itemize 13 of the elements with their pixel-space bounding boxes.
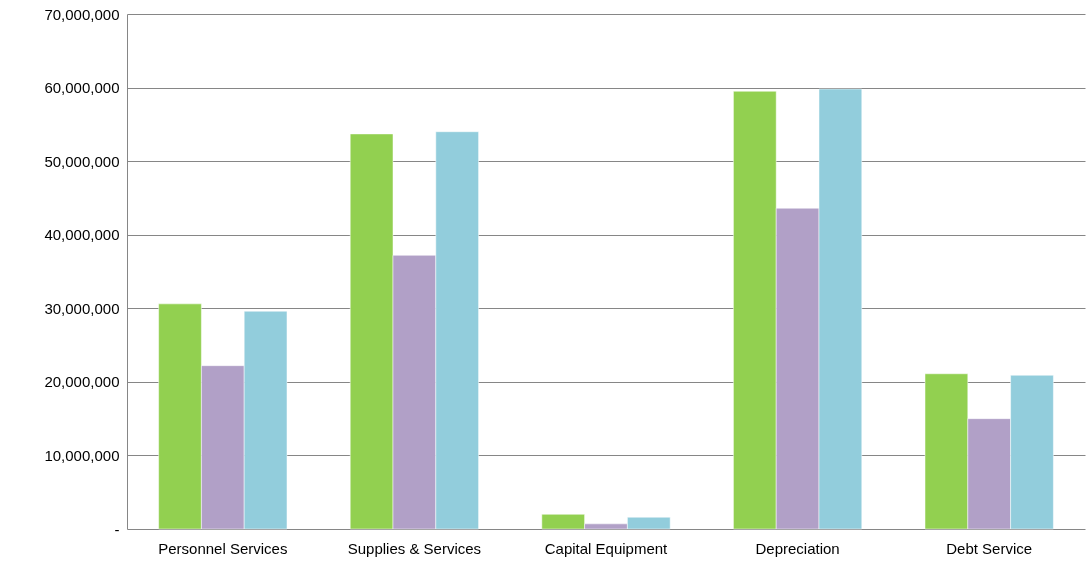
y-tick-label: 20,000,000: [44, 373, 120, 391]
x-tick-label: Supplies & Services: [347, 539, 482, 557]
y-tick-label: 30,000,000: [44, 299, 120, 317]
x-tick-label: Capital Equipment: [544, 539, 669, 557]
y-tick-label: -: [114, 520, 120, 538]
x-tick-label: Personnel Services: [158, 539, 288, 557]
y-tick-label: 40,000,000: [44, 226, 120, 244]
y-tick-label: 60,000,000: [44, 79, 120, 97]
x-tick-label: Debt Service: [946, 539, 1033, 557]
y-tick-label: 10,000,000: [44, 446, 120, 464]
y-tick-label: 50,000,000: [44, 152, 120, 170]
x-tick-label: Depreciation: [755, 539, 840, 557]
y-tick-label: 70,000,000: [44, 5, 120, 23]
